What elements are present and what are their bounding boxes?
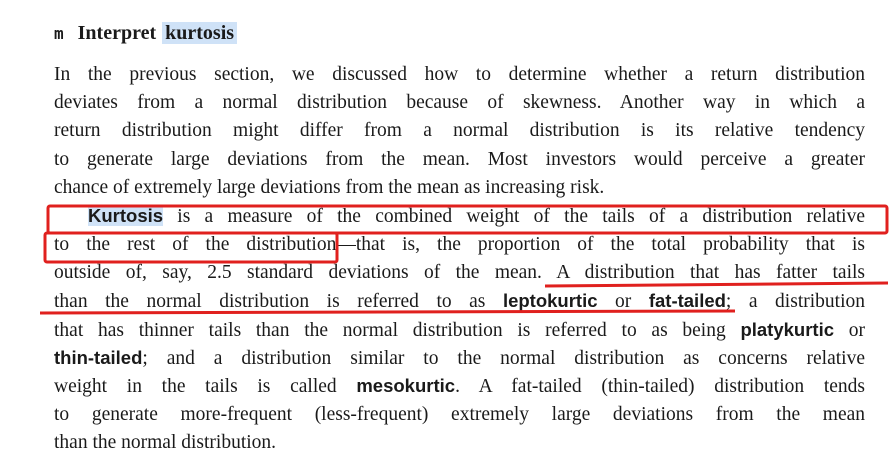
text-run: In the previous section, we discussed ho… [54,64,865,85]
text-line: that has thinner tails than the normal d… [54,316,865,344]
text-run: to generate more-frequent (less-frequent… [54,404,865,425]
text-run: . A fat-tailed (thin-tailed) distributio… [455,376,865,397]
bold-term: Kurtosis [88,205,164,226]
section-heading: m Interpret kurtosis [54,16,238,50]
text-run: than the normal distribution is referred… [54,291,503,312]
text-run: is a measure of the combined weight of t… [163,206,865,227]
bold-term: mesokurtic [356,375,456,396]
text-line: to generate large deviations from the me… [54,146,865,174]
text-line: weight in the tails is called mesokurtic… [54,372,865,400]
text-line: outside of, say, 2.5 standard deviations… [54,259,865,287]
text-line: to the rest of the distribution—that is,… [54,231,865,259]
bold-term: thin-tailed [54,347,143,368]
text-run: or [834,320,865,341]
heading-highlight: kurtosis [162,22,238,44]
text-line: than the normal distribution is referred… [54,287,865,315]
heading-title: Interpret [77,22,157,44]
text-line: thin-tailed; and a distribution similar … [54,344,865,372]
text-run: return distribution might differ from a … [54,120,865,141]
bold-term: platykurtic [740,319,835,340]
section-marker: m [54,24,64,43]
text-run: outside of, say, 2.5 standard deviations… [54,262,865,283]
text-line: to generate more-frequent (less-frequent… [54,401,865,429]
text-run: chance of extremely large deviations fro… [54,177,605,198]
text-line: In the previous section, we discussed ho… [54,61,865,89]
text-line: return distribution might differ from a … [54,117,865,145]
text-run: ; and a distribution similar to the norm… [142,348,865,369]
annotation-box [43,231,339,264]
annotation-underline [544,281,889,288]
bold-term: leptokurtic [502,290,598,311]
text-run: ; a distribution [725,291,865,312]
text-run: that has thinner tails than the normal d… [54,320,741,341]
text-run: than the normal distribution. [54,432,277,453]
text-line: chance of extremely large deviations fro… [54,174,865,202]
text-run: or [597,291,649,312]
text-run: weight in the tails is called [54,376,357,397]
text-run: to generate large deviations from the me… [54,149,865,170]
text-line: deviates from a normal distribution beca… [54,89,865,117]
annotation-underline [39,309,736,315]
text-line: than the normal distribution. [54,429,865,457]
annotation-box [46,204,889,235]
text-line: Kurtosis is a measure of the combined we… [54,202,865,230]
text-run: deviates from a normal distribution beca… [54,92,865,113]
text-run: to the rest of the distribution—that is,… [54,234,865,255]
bold-term: fat-tailed [648,290,726,311]
